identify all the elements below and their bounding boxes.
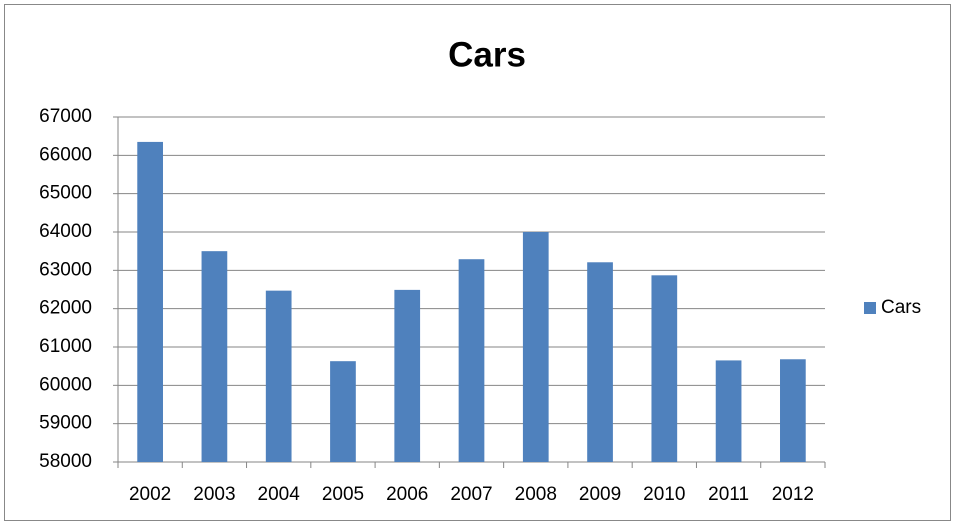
x-tick-label: 2008 [515, 484, 557, 505]
x-tick-label: 2009 [579, 484, 621, 505]
x-tick-label: 2005 [322, 484, 364, 505]
x-tick-label: 2006 [386, 484, 428, 505]
bar [265, 290, 292, 462]
bar [394, 289, 421, 462]
chart-title: Cars [448, 35, 526, 74]
y-tick-label: 66000 [39, 144, 92, 165]
x-tick-label: 2010 [643, 484, 685, 505]
bar [458, 259, 485, 462]
x-tick-label: 2004 [258, 484, 301, 505]
bar [137, 141, 163, 462]
y-tick-label: 67000 [39, 106, 92, 127]
bar [201, 251, 228, 462]
y-tick-label: 63000 [39, 259, 92, 280]
y-tick-label: 61000 [39, 336, 92, 357]
legend-swatch [864, 302, 876, 314]
bar [522, 232, 549, 462]
x-tick-label: 2002 [129, 484, 171, 505]
x-tick-label: 2012 [772, 484, 814, 505]
y-tick-label: 59000 [39, 413, 92, 434]
y-tick-label: 58000 [39, 451, 92, 472]
bar [780, 359, 806, 462]
y-tick-label: 60000 [39, 374, 92, 395]
bar [715, 360, 742, 462]
legend-label: Cars [881, 297, 921, 318]
x-tick-label: 2003 [193, 484, 235, 505]
x-tick-label: 2007 [450, 484, 492, 505]
x-tick-label: 2011 [708, 484, 749, 505]
bar [330, 361, 356, 462]
bar [587, 262, 613, 462]
y-tick-label: 65000 [39, 183, 92, 204]
bar [651, 275, 678, 462]
y-tick-label: 62000 [39, 298, 92, 319]
y-tick-label: 64000 [39, 221, 92, 242]
